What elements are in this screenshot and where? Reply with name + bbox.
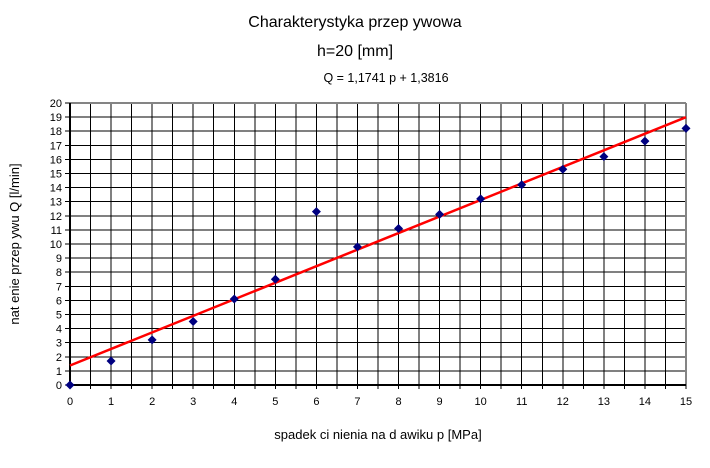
data-point: [435, 209, 445, 219]
x-axis-title: spadek ci nienia na d awiku p [MPa]: [274, 427, 482, 442]
data-point: [640, 136, 650, 146]
y-tick-label: 9: [56, 253, 62, 265]
chart-subtitle: h=20 [mm]: [316, 43, 394, 60]
x-tick-label: 5: [272, 396, 278, 408]
data-point: [147, 335, 157, 345]
data-point: [352, 242, 362, 252]
x-tick-label: 7: [354, 396, 360, 408]
y-tick-label: 6: [56, 295, 62, 307]
x-tick-label: 1: [108, 396, 114, 408]
data-point: [188, 317, 198, 327]
y-tick-label: 1: [56, 366, 62, 378]
y-tick-label: 14: [50, 183, 62, 195]
data-point: [476, 194, 486, 204]
x-tick-label: 0: [67, 396, 73, 408]
y-tick-label: 17: [50, 140, 62, 152]
x-tick-label: 4: [231, 396, 237, 408]
x-tick-label: 3: [190, 396, 196, 408]
data-point: [599, 152, 609, 162]
x-tick-label: 13: [598, 396, 610, 408]
y-tick-label: 19: [50, 112, 62, 124]
trendline: [69, 116, 687, 367]
trendline-equation-label: Q = 1,1741 p + 1,3816: [323, 71, 449, 85]
x-tick-label: 12: [557, 396, 569, 408]
data-point: [106, 356, 116, 366]
data-point: [517, 180, 527, 190]
data-point: [270, 274, 280, 284]
x-tick-label: 6: [313, 396, 319, 408]
y-tick-label: 4: [56, 324, 62, 336]
x-tick-label: 9: [437, 396, 443, 408]
chart-title: Charakterystyka przep ywowa: [248, 14, 462, 31]
y-tick-label: 11: [51, 225, 62, 237]
data-point: [558, 164, 568, 174]
x-tick-label: 14: [639, 396, 651, 408]
data-point: [394, 223, 404, 233]
x-tick-label: 2: [149, 396, 155, 408]
y-tick-label: 0: [56, 380, 62, 392]
x-tick-label: 11: [516, 396, 527, 408]
x-tick-label: 15: [680, 396, 692, 408]
x-tick-label: 8: [395, 396, 401, 408]
y-tick-label: 15: [50, 169, 62, 181]
y-tick-label: 7: [56, 281, 62, 293]
x-tick-label: 10: [475, 396, 487, 408]
data-point: [681, 123, 691, 133]
y-tick-label: 2: [56, 352, 62, 364]
data-point: [65, 380, 75, 390]
y-tick-label: 18: [50, 126, 62, 138]
data-point: [311, 207, 321, 217]
data-point: [229, 294, 239, 304]
y-tick-label: 3: [56, 338, 62, 350]
y-tick-label: 5: [56, 310, 62, 322]
y-tick-label: 10: [50, 239, 62, 251]
y-tick-label: 8: [56, 267, 62, 279]
y-tick-label: 16: [50, 154, 62, 166]
y-tick-label: 12: [50, 211, 62, 223]
y-tick-label: 13: [50, 197, 62, 209]
y-tick-label: 20: [50, 98, 62, 110]
